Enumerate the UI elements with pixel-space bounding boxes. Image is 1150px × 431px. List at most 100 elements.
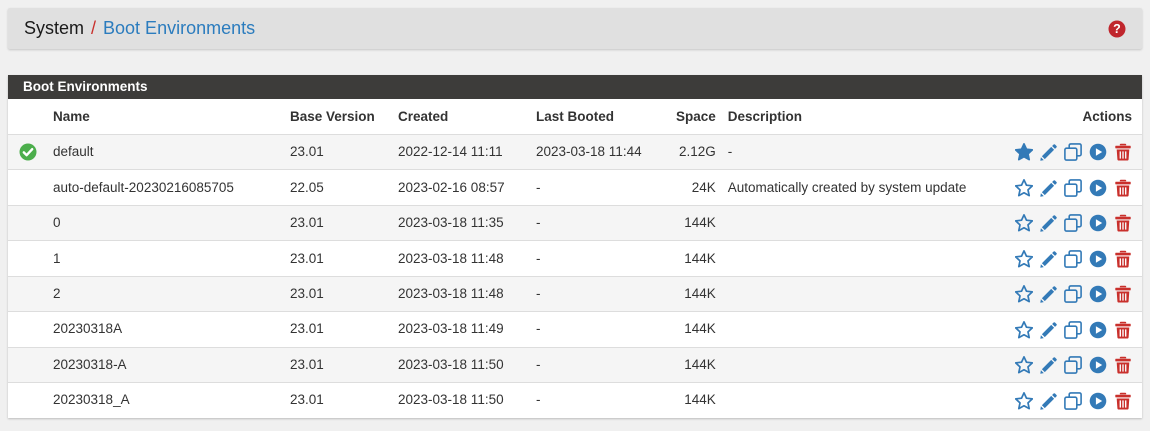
trash-icon	[1115, 285, 1131, 303]
edit-button[interactable]	[1040, 179, 1058, 197]
breadcrumb-page-link[interactable]: Boot Environments	[103, 18, 256, 38]
breadcrumb-separator: /	[91, 18, 97, 38]
play-circle-icon	[1089, 285, 1107, 303]
be-base-version: 23.01	[285, 346, 393, 383]
trash-icon	[1115, 179, 1131, 197]
star-icon	[1014, 214, 1033, 232]
activate-button[interactable]	[1014, 143, 1033, 161]
pencil-icon	[1040, 286, 1057, 303]
be-space: 144K	[671, 346, 720, 383]
play-circle-icon	[1089, 392, 1107, 409]
be-base-version: 23.01	[285, 382, 393, 418]
clone-button[interactable]	[1064, 143, 1083, 162]
boot-button[interactable]	[1089, 392, 1107, 410]
edit-button[interactable]	[1040, 143, 1058, 162]
edit-button[interactable]	[1040, 321, 1058, 339]
trash-icon	[1115, 144, 1131, 161]
be-space: 144K	[671, 275, 720, 312]
activate-button[interactable]	[1014, 285, 1033, 303]
star-icon	[1014, 143, 1033, 161]
delete-button[interactable]	[1114, 285, 1132, 303]
clone-button[interactable]	[1064, 214, 1083, 233]
clone-button[interactable]	[1064, 285, 1083, 304]
clone-button[interactable]	[1064, 178, 1083, 197]
pencil-icon	[1040, 321, 1057, 339]
be-space: 144K	[671, 204, 720, 241]
column-header-name: Name	[53, 109, 90, 124]
edit-button[interactable]	[1040, 214, 1058, 233]
column-header-space: Space	[676, 109, 716, 124]
boot-environments-panel: Boot Environments Name Base Version Crea…	[8, 75, 1142, 418]
activate-button[interactable]	[1014, 320, 1033, 339]
boot-button[interactable]	[1089, 356, 1107, 374]
clone-button[interactable]	[1064, 391, 1083, 410]
clone-icon	[1064, 214, 1083, 233]
actions-cell	[1006, 275, 1142, 312]
clone-button[interactable]	[1064, 356, 1083, 374]
be-last-booted: -	[531, 240, 671, 277]
trash-icon	[1115, 392, 1131, 409]
activate-button[interactable]	[1014, 391, 1033, 410]
clone-icon	[1064, 391, 1083, 410]
pencil-icon	[1040, 392, 1057, 410]
delete-button[interactable]	[1114, 321, 1132, 339]
clone-icon	[1064, 285, 1083, 304]
activate-button[interactable]	[1014, 178, 1033, 197]
column-header-actions: Actions	[1082, 109, 1132, 124]
clone-icon	[1064, 320, 1083, 339]
be-name: 20230318-A	[48, 346, 285, 383]
delete-button[interactable]	[1114, 179, 1132, 197]
edit-button[interactable]	[1040, 392, 1058, 410]
delete-button[interactable]	[1114, 392, 1132, 410]
boot-button[interactable]	[1089, 250, 1107, 268]
boot-button[interactable]	[1089, 285, 1107, 303]
star-icon	[1014, 178, 1033, 197]
boot-button[interactable]	[1089, 143, 1107, 161]
clone-button[interactable]	[1064, 249, 1083, 268]
activate-button[interactable]	[1014, 214, 1033, 232]
be-base-version: 23.01	[285, 204, 393, 241]
delete-button[interactable]	[1114, 356, 1132, 374]
be-last-booted: -	[531, 275, 671, 312]
be-name: 0	[48, 204, 285, 241]
play-circle-icon	[1089, 356, 1107, 374]
delete-button[interactable]	[1114, 143, 1132, 161]
delete-button[interactable]	[1114, 214, 1132, 232]
boot-button[interactable]	[1089, 214, 1107, 232]
edit-button[interactable]	[1040, 356, 1058, 374]
be-base-version: 23.01	[285, 240, 393, 277]
boot-button[interactable]	[1089, 179, 1107, 197]
be-name: default	[48, 133, 285, 170]
trash-icon	[1115, 321, 1131, 339]
be-created: 2023-03-18 11:35	[393, 204, 531, 241]
be-description: -	[719, 133, 1007, 170]
clone-button[interactable]	[1064, 320, 1083, 339]
column-header-description: Description	[727, 109, 803, 124]
be-last-booted: -	[531, 204, 671, 241]
be-name: 20230318_A	[48, 382, 285, 418]
column-header-created: Created	[398, 109, 449, 124]
edit-button[interactable]	[1040, 285, 1058, 303]
be-name: 1	[48, 240, 285, 277]
be-base-version: 23.01	[285, 275, 393, 312]
activate-button[interactable]	[1014, 249, 1033, 268]
table-row: 1 23.01 2023-03-18 11:48 - 144K	[8, 240, 1142, 277]
be-space: 144K	[671, 311, 720, 348]
be-last-booted: -	[531, 311, 671, 348]
be-created: 2023-03-18 11:50	[393, 382, 531, 418]
be-description	[719, 204, 1007, 241]
help-button[interactable]: ?	[1108, 20, 1126, 38]
edit-button[interactable]	[1040, 250, 1058, 268]
be-created: 2023-03-18 11:48	[393, 240, 531, 277]
boot-button[interactable]	[1089, 321, 1107, 339]
table-row: 2 23.01 2023-03-18 11:48 - 144K	[8, 275, 1142, 312]
be-name: 2	[48, 275, 285, 312]
star-icon	[1014, 285, 1033, 303]
activate-button[interactable]	[1014, 356, 1033, 374]
actions-cell	[1006, 169, 1142, 206]
be-name: auto-default-20230216085705	[48, 169, 285, 206]
delete-button[interactable]	[1114, 250, 1132, 268]
actions-cell	[1006, 240, 1142, 277]
be-space: 144K	[671, 382, 720, 418]
be-created: 2023-03-18 11:50	[393, 346, 531, 383]
